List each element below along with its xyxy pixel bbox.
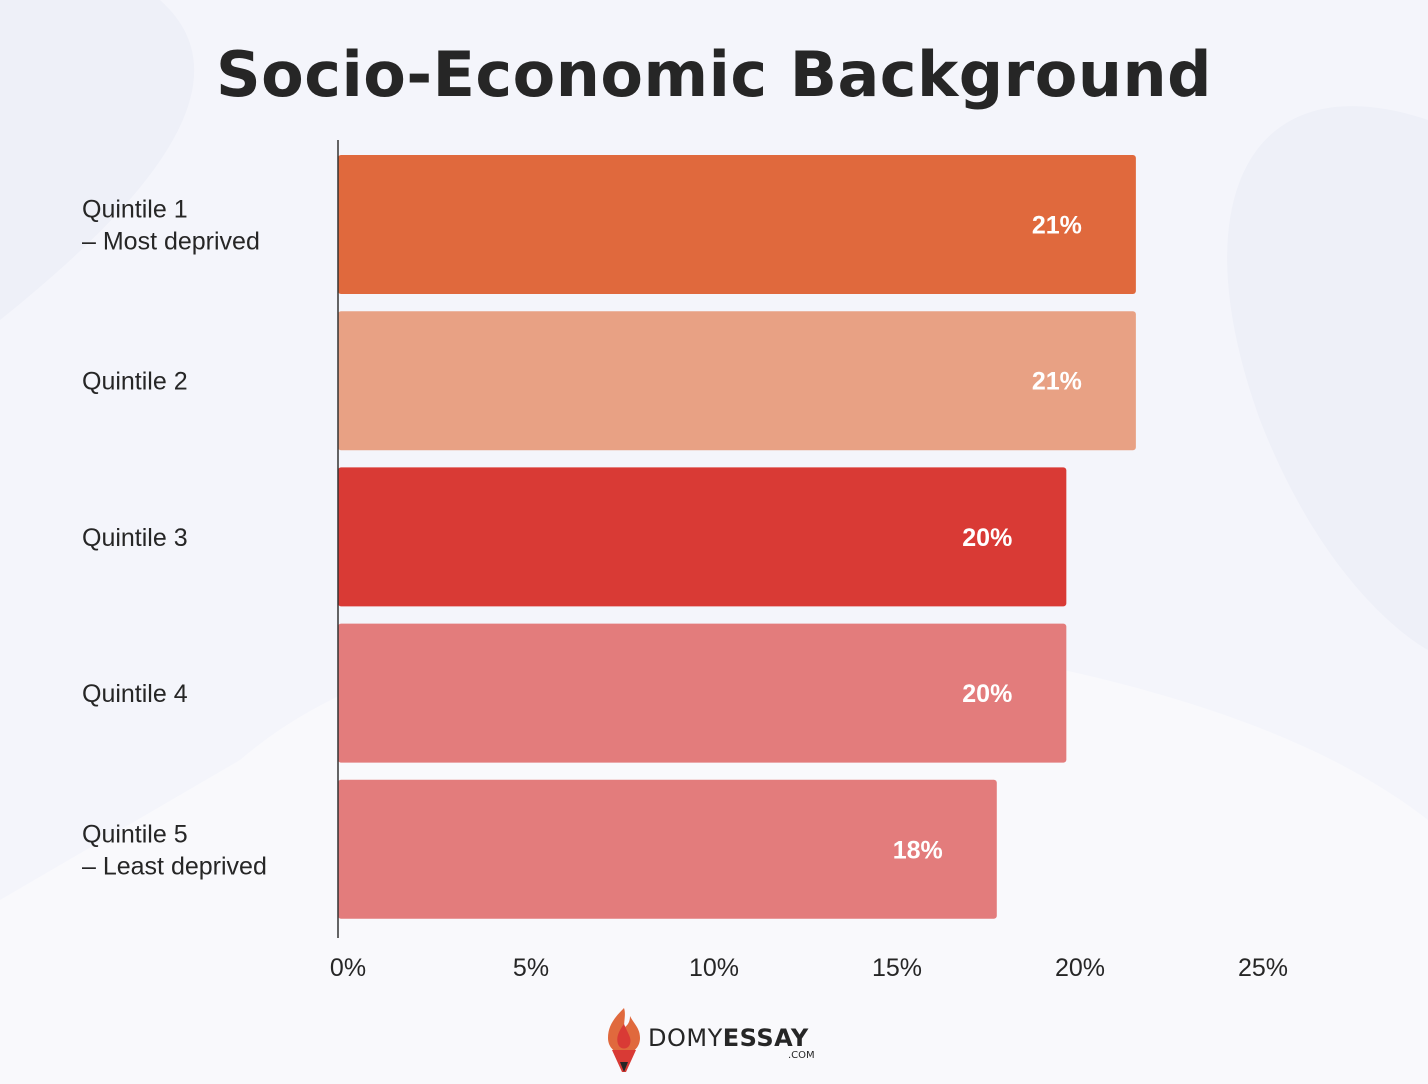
data-label-3: 20% — [962, 524, 1012, 552]
x-tick-label: 5% — [513, 954, 549, 982]
x-tick-label: 15% — [872, 954, 922, 982]
category-label-3: Quintile 3 — [82, 524, 188, 552]
data-label-2: 21% — [1032, 368, 1082, 396]
x-tick-label: 20% — [1055, 954, 1105, 982]
category-label-1: Quintile 1– Most deprived — [82, 196, 260, 256]
x-tick-label: 10% — [689, 954, 739, 982]
data-label-4: 20% — [962, 680, 1012, 708]
category-label-4: Quintile 4 — [82, 680, 188, 708]
bar-1 — [338, 155, 1136, 294]
brand-name-part1: DOMY — [648, 1024, 723, 1052]
brand-name: DOMYESSAY — [648, 1024, 809, 1052]
category-label-2: Quintile 2 — [82, 368, 188, 396]
bar-4 — [338, 623, 1067, 763]
bar-2 — [338, 311, 1136, 451]
data-label-1: 21% — [1032, 212, 1082, 240]
x-tick-label: 0% — [330, 954, 366, 982]
data-label-5: 18% — [893, 836, 943, 864]
category-label-5: Quintile 5– Least deprived — [82, 820, 267, 880]
x-tick-label: 25% — [1238, 954, 1288, 982]
bar-5 — [338, 779, 997, 919]
bar-3 — [338, 467, 1067, 607]
chart-title: Socio-Economic Background — [216, 38, 1212, 111]
brand-logo: DOMYESSAY .COM — [604, 1006, 834, 1078]
brand-name-part2: ESSAY — [722, 1024, 809, 1052]
flame-pen-icon — [608, 1008, 640, 1072]
bar-chart: 21% Quintile 1– Most deprived 21% Quintile … — [82, 140, 1288, 982]
brand-suffix: .COM — [788, 1050, 815, 1061]
